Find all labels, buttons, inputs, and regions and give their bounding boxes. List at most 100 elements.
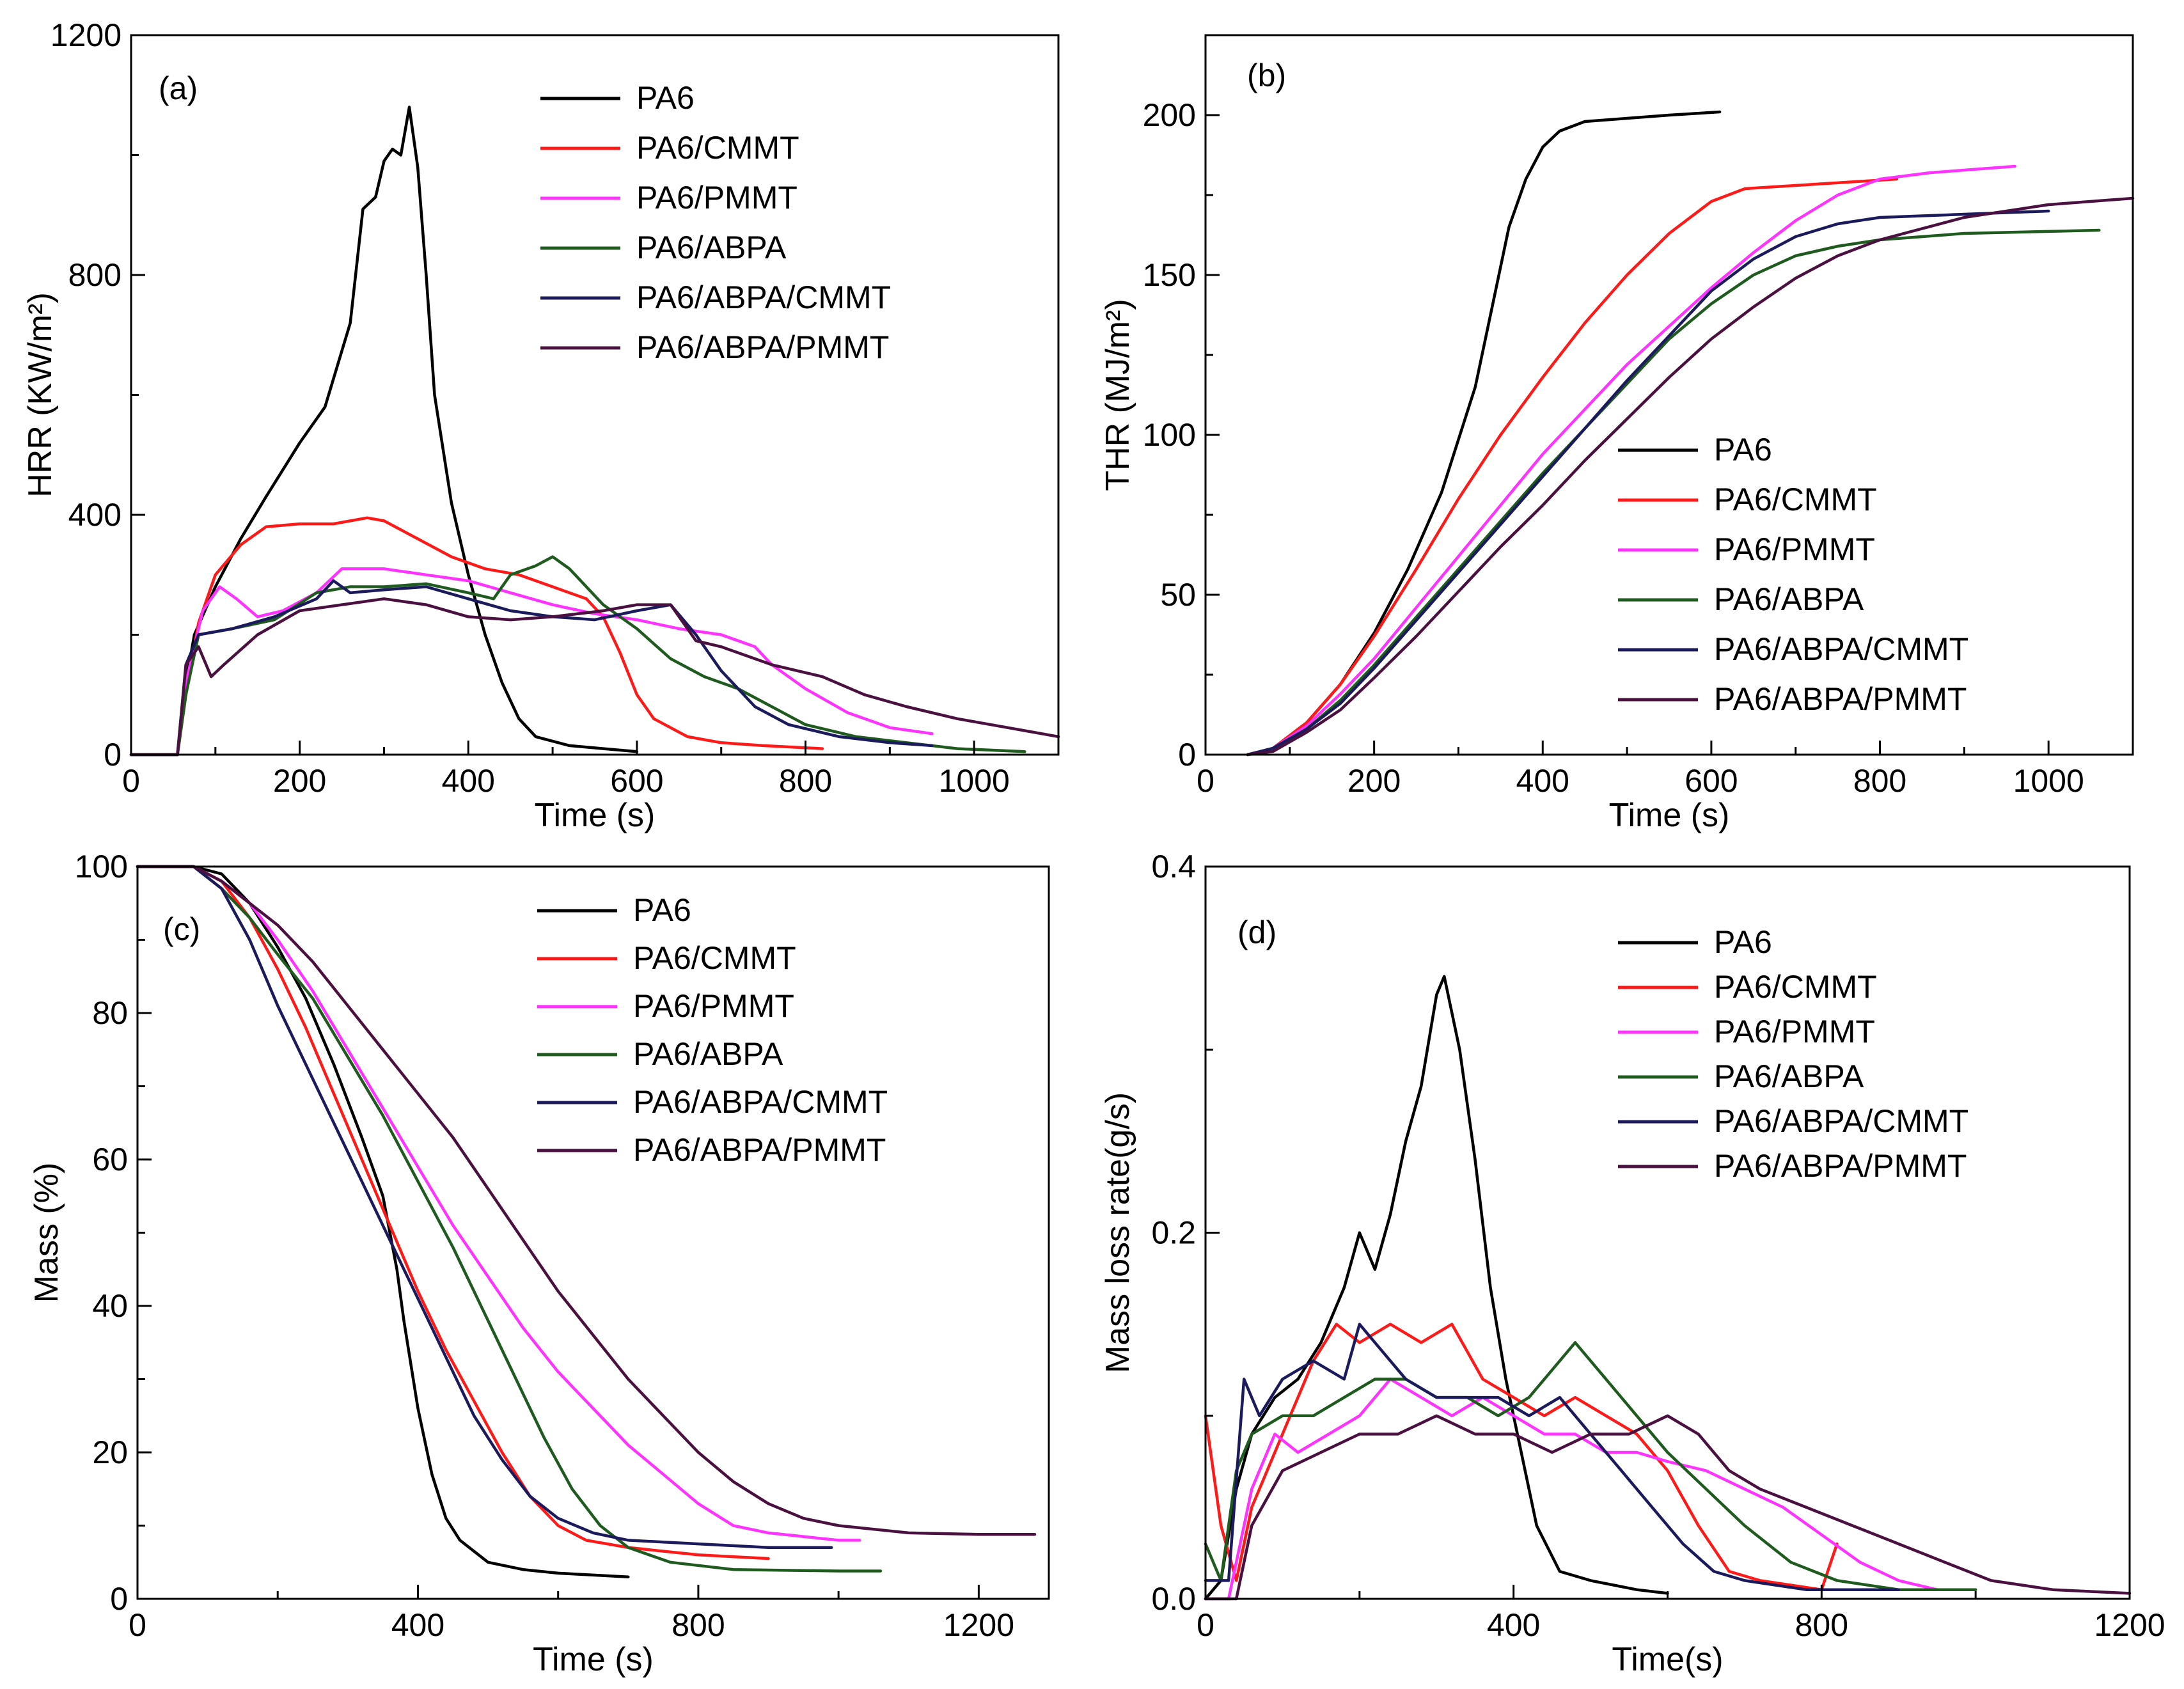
series-line-pa6-abpa-pmmt xyxy=(1246,196,2135,757)
x-axis-title: Time (s) xyxy=(1609,797,1730,834)
y-tick-label: 0.2 xyxy=(1151,1215,1196,1251)
y-tick-label: 100 xyxy=(75,849,128,884)
x-axis-title: Time(s) xyxy=(1612,1641,1723,1678)
panel-letter: (b) xyxy=(1247,58,1286,93)
y-axis-title: Mass (%) xyxy=(28,1163,65,1303)
x-tick-label: 200 xyxy=(1347,763,1401,799)
legend-label: PA6/ABPA xyxy=(633,1036,783,1072)
plot-frame xyxy=(1204,34,2134,756)
series-line-pa6-abpa-pmmt xyxy=(1204,1414,2132,1601)
x-axis-title: Time (s) xyxy=(535,797,656,834)
legend: PA6 PA6/CMMT PA6/PMMT PA6/ABPA PA6/ABPA/CMMT… xyxy=(537,892,888,1168)
legend-label: PA6/CMMT xyxy=(636,130,799,166)
legend-label: PA6/ABPA/CMMT xyxy=(636,279,891,315)
series-line-pa6-abpa-cmmt xyxy=(136,865,833,1550)
x-tick-label: 800 xyxy=(779,763,832,799)
y-axis-title: THR (MJ/m²) xyxy=(1099,299,1136,491)
y-tick-label: 0 xyxy=(104,737,122,773)
series-line-pa6-abpa xyxy=(1204,1341,1977,1591)
y-tick-label: 1200 xyxy=(51,17,122,53)
y-tick-label: 40 xyxy=(92,1288,128,1324)
plot-frame xyxy=(1204,865,2131,1600)
y-axis-title: Mass loss rate(g/s) xyxy=(1099,1092,1136,1373)
y-tick-label: 100 xyxy=(1143,417,1196,453)
legend-label: PA6/PMMT xyxy=(1714,1014,1875,1049)
panel-letter: (a) xyxy=(159,70,198,106)
panel-d: 0 400 800 1200 0.0 0.2 0.4 Time(s) Mass loss rat… xyxy=(1099,849,2165,1678)
legend-label: PA6/CMMT xyxy=(633,940,796,976)
series-line-pa6 xyxy=(1246,110,1722,757)
y-tick-label: 0.0 xyxy=(1151,1581,1196,1617)
legend-label: PA6/ABPA/CMMT xyxy=(1714,631,1968,667)
x-tick-label: 0 xyxy=(129,1607,146,1643)
x-tick-label: 1200 xyxy=(2094,1607,2165,1643)
panel-c: 0 400 800 1200 0 20 40 60 80 100 Time (s) Mass (%) (… xyxy=(28,849,1050,1678)
legend-label: PA6 xyxy=(633,892,691,928)
legend-label: PA6/CMMT xyxy=(1714,482,1877,517)
series-line-pa6-abpa xyxy=(136,865,883,1573)
x-tick-label: 400 xyxy=(442,763,495,799)
series-line-pa6-pmmt xyxy=(1246,164,2016,757)
series-line-pa6-abpa-pmmt xyxy=(136,865,1037,1536)
y-tick-label: 50 xyxy=(1160,577,1196,613)
legend-label: PA6/ABPA/PMMT xyxy=(636,329,889,365)
x-axis-title: Time (s) xyxy=(533,1641,654,1678)
legend-label: PA6/ABPA/PMMT xyxy=(1714,1148,1967,1184)
x-tick-label: 800 xyxy=(1853,763,1906,799)
y-tick-label: 20 xyxy=(92,1434,128,1470)
series-line-pa6-cmmt xyxy=(1204,1323,1839,1591)
x-tick-label: 400 xyxy=(1516,763,1569,799)
legend-label: PA6/PMMT xyxy=(633,988,794,1024)
series-line-pa6-abpa-cmmt xyxy=(1204,1323,1901,1591)
legend-label: PA6 xyxy=(1714,432,1772,467)
series-line-pa6-abpa xyxy=(129,555,1026,757)
legend: PA6 PA6/CMMT PA6/PMMT PA6/ABPA PA6/ABPA/CMMT… xyxy=(540,80,891,365)
y-tick-label: 400 xyxy=(68,497,122,533)
x-tick-label: 600 xyxy=(1685,763,1738,799)
x-tick-label: 400 xyxy=(1487,1607,1540,1643)
panel-letter: (c) xyxy=(163,911,200,947)
panel-b: 0 200 400 600 800 1000 0 50 100 150 200 Time (s) THR… xyxy=(1099,34,2135,834)
legend-label: PA6/ABPA/CMMT xyxy=(633,1084,888,1120)
y-tick-label: 60 xyxy=(92,1142,128,1177)
series-line-pa6 xyxy=(1204,975,1669,1601)
legend-label: PA6/PMMT xyxy=(636,180,797,216)
y-tick-label: 0.4 xyxy=(1151,849,1196,884)
y-tick-label: 150 xyxy=(1143,257,1196,293)
legend-label: PA6/ABPA/CMMT xyxy=(1714,1103,1968,1139)
legend-label: PA6 xyxy=(1714,924,1772,960)
series-line-pa6 xyxy=(129,106,639,757)
legend-label: PA6/ABPA/PMMT xyxy=(633,1132,886,1168)
legend: PA6 PA6/CMMT PA6/PMMT PA6/ABPA PA6/ABPA/CMMT… xyxy=(1618,432,1968,717)
y-tick-label: 800 xyxy=(68,257,122,293)
series-line-pa6-cmmt xyxy=(129,516,824,757)
x-tick-label: 200 xyxy=(273,763,326,799)
series-line-pa6-cmmt xyxy=(1246,177,1899,757)
legend-label: PA6/PMMT xyxy=(1714,531,1875,567)
x-tick-label: 0 xyxy=(1197,763,1214,799)
x-tick-label: 400 xyxy=(391,1607,444,1643)
x-tick-label: 1200 xyxy=(943,1607,1014,1643)
panel-a: 0 200 400 600 800 1000 0 400 800 1200 Time (s) HRR … xyxy=(22,17,1060,834)
series-line-pa6-abpa-cmmt xyxy=(129,579,934,757)
plot-frame xyxy=(130,34,1060,756)
x-tick-label: 800 xyxy=(1795,1607,1848,1643)
panel-letter: (d) xyxy=(1237,915,1277,950)
legend-label: PA6/ABPA xyxy=(1714,581,1864,617)
x-tick-label: 0 xyxy=(1197,1607,1214,1643)
y-tick-label: 0 xyxy=(1178,737,1196,773)
y-tick-label: 200 xyxy=(1143,97,1196,133)
y-tick-label: 80 xyxy=(92,995,128,1031)
plot-frame xyxy=(136,865,1050,1600)
legend-label: PA6/CMMT xyxy=(1714,969,1877,1005)
x-tick-label: 600 xyxy=(610,763,663,799)
legend-label: PA6/ABPA/PMMT xyxy=(1714,681,1967,717)
legend-label: PA6/ABPA xyxy=(1714,1058,1864,1094)
series-line-pa6 xyxy=(136,865,630,1578)
x-tick-label: 0 xyxy=(122,763,140,799)
x-tick-label: 1000 xyxy=(939,763,1010,799)
series-line-pa6-pmmt xyxy=(136,865,861,1542)
legend: PA6 PA6/CMMT PA6/PMMT PA6/ABPA PA6/ABPA/CMMT… xyxy=(1618,924,1968,1184)
series-line-pa6-abpa-pmmt xyxy=(129,597,1060,757)
